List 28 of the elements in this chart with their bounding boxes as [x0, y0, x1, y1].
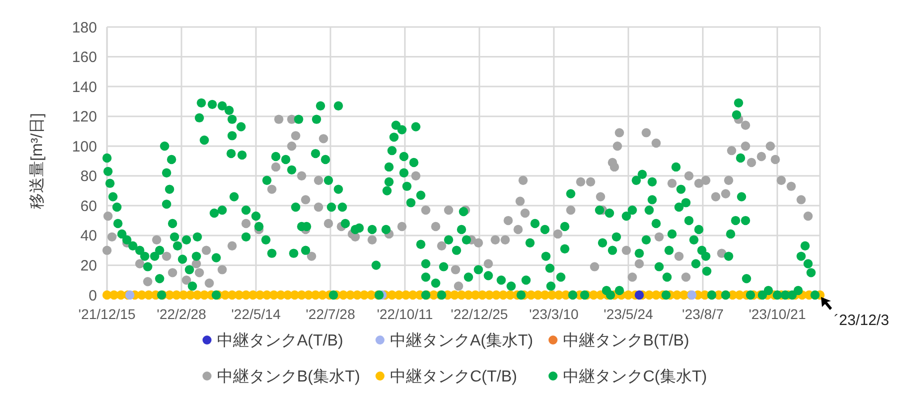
legend-label: 中継タンクA(集水T) [390, 332, 534, 350]
legend-label: 中継タンクA(T/B) [217, 332, 344, 350]
y-tick-label: 180 [72, 19, 97, 36]
x-tick-label: '22/12/25 [450, 306, 508, 322]
y-tick-label: 160 [72, 49, 97, 66]
legend-label: 中継タンクB(T/B) [563, 332, 690, 350]
y-tick-label: 20 [80, 257, 97, 274]
legend-label: 中継タンクC(T/B) [390, 368, 518, 386]
annotation: ´23/12/3 [834, 312, 890, 329]
x-tick-label: '23/5/24 [604, 306, 654, 322]
y-tick-label: 80 [80, 168, 97, 186]
x-tick-label: '23/3/10 [529, 306, 579, 322]
y-tick-label: 60 [80, 198, 97, 215]
y-tick-label: 40 [80, 228, 97, 245]
legend-label: 中継タンクC(集水T) [563, 368, 707, 386]
y-tick-label: 0 [88, 287, 97, 304]
x-tick-label: '21/12/15 [78, 306, 136, 322]
y-tick-label: 140 [72, 78, 97, 96]
x-tick-label: '23/8/7 [682, 306, 724, 322]
x-tick-label: '22/7/28 [306, 306, 356, 322]
y-tick-label: 120 [72, 108, 97, 126]
legend-label: 中継タンクB(集水T) [217, 368, 360, 386]
y-axis-title: 移送量[m³/日] [29, 113, 46, 209]
y-tick-label: 100 [72, 138, 97, 156]
x-tick-label: '22/2/28 [156, 306, 206, 322]
x-tick-label: '23/10/21 [748, 306, 806, 322]
x-tick-label: '22/10/11 [376, 306, 434, 322]
x-tick-label: '22/5/14 [231, 306, 281, 322]
